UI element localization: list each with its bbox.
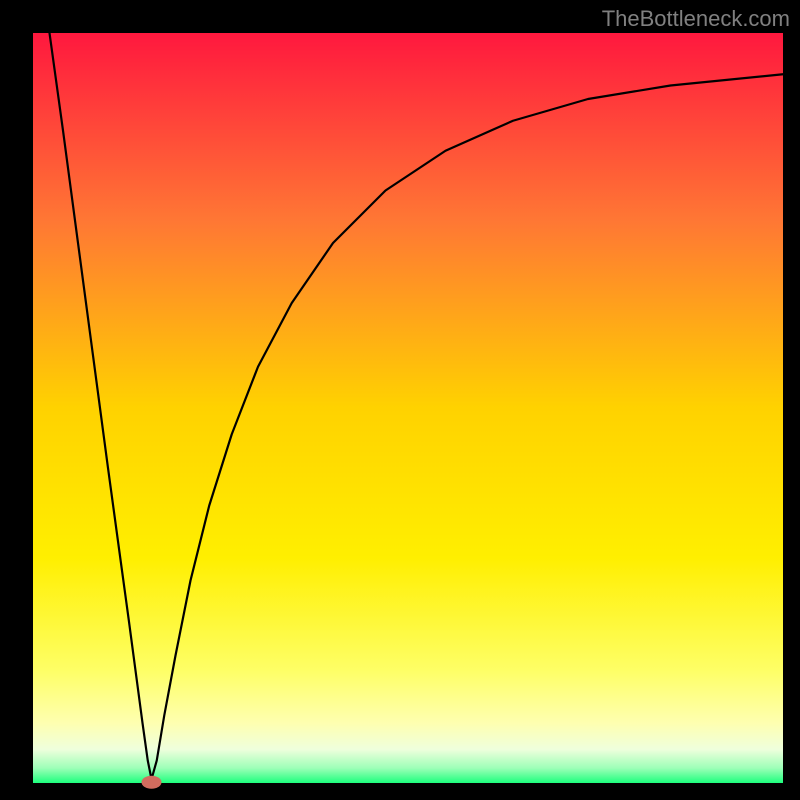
optimal-point-marker: [142, 776, 162, 789]
watermark-text: TheBottleneck.com: [602, 6, 790, 32]
bottleneck-chart: TheBottleneck.com: [0, 0, 800, 800]
plot-background: [33, 33, 783, 783]
chart-svg: [0, 0, 800, 800]
